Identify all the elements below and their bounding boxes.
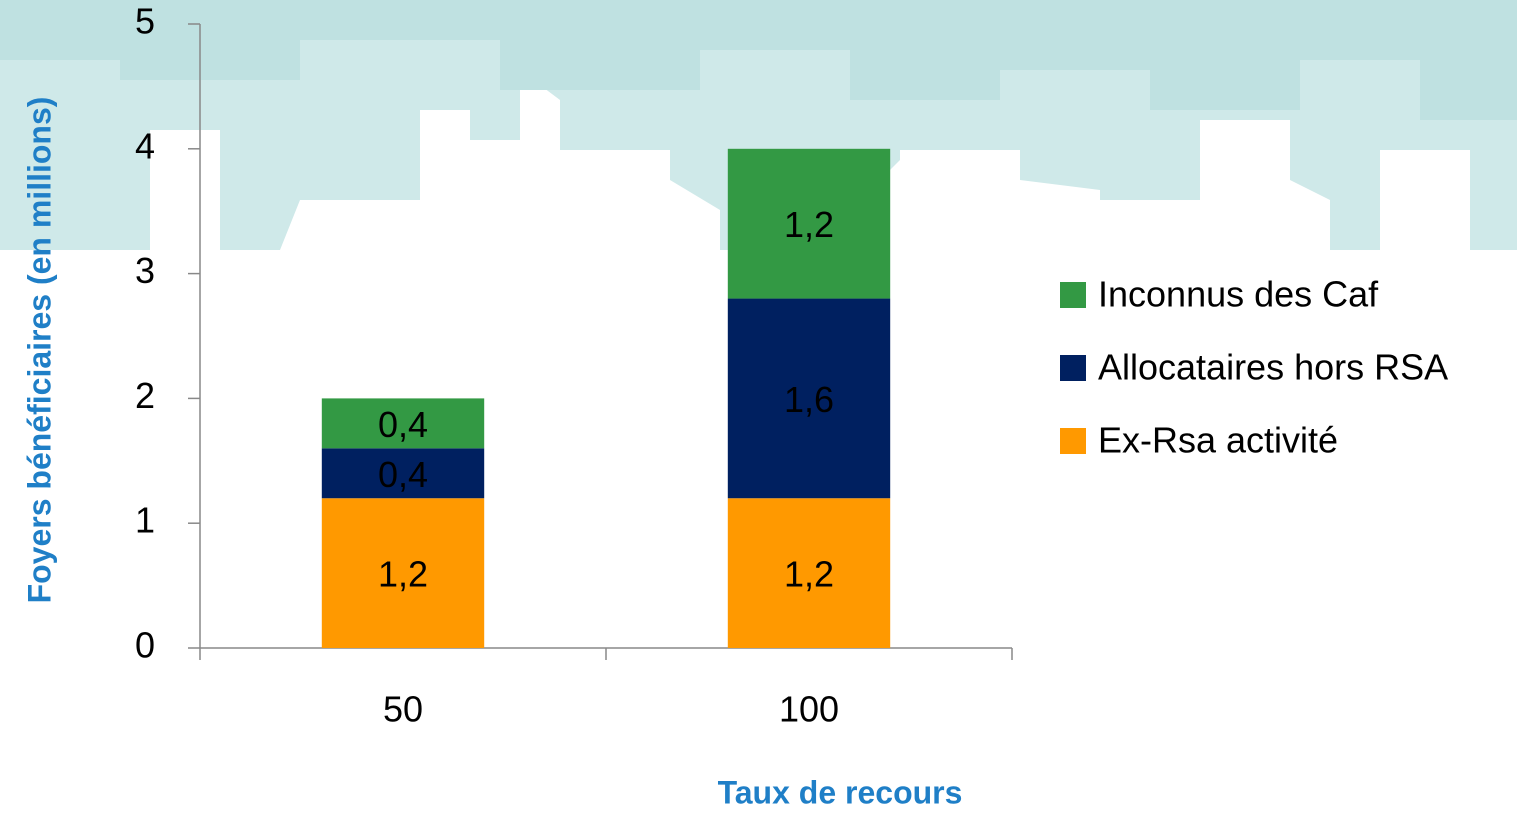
y-tick-label: 3 xyxy=(135,250,155,291)
value-label: 1,6 xyxy=(784,379,834,420)
x-tick-label: 100 xyxy=(779,689,839,730)
y-tick-label: 4 xyxy=(135,125,155,166)
legend-swatch xyxy=(1060,428,1086,454)
legend-label: Inconnus des Caf xyxy=(1098,274,1379,315)
y-tick-label: 5 xyxy=(135,1,155,42)
x-axis-title: Taux de recours xyxy=(718,774,963,810)
value-label: 1,2 xyxy=(784,554,834,595)
value-label: 0,4 xyxy=(378,404,428,445)
legend-label: Ex-Rsa activité xyxy=(1098,420,1338,461)
chart: Taux de recours Foyers bénéficiaires (en… xyxy=(0,0,1517,813)
value-label: 1,2 xyxy=(378,554,428,595)
legend-swatch xyxy=(1060,355,1086,381)
y-axis-title: Foyers bénéficiaires (en millions) xyxy=(21,97,57,604)
y-tick-label: 2 xyxy=(135,375,155,416)
legend-swatch xyxy=(1060,282,1086,308)
value-label: 1,2 xyxy=(784,204,834,245)
x-tick-label: 50 xyxy=(383,689,423,730)
y-tick-label: 1 xyxy=(135,500,155,541)
y-tick-label: 0 xyxy=(135,625,155,666)
legend-label: Allocataires hors RSA xyxy=(1098,347,1448,388)
value-label: 0,4 xyxy=(378,454,428,495)
